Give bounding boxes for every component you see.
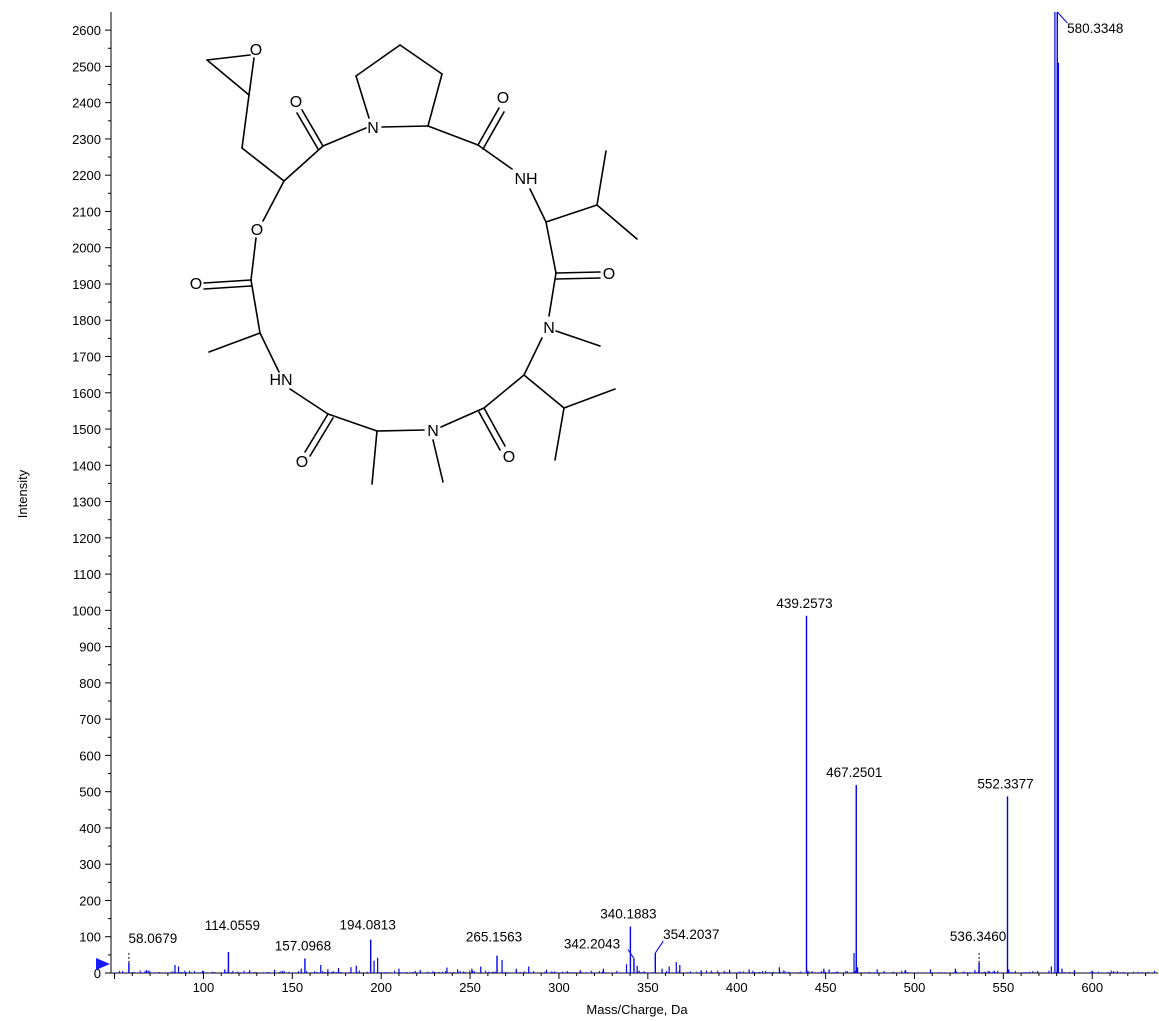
x-tick-label: 300 [548,980,570,995]
y-tick-label: 1700 [72,350,101,365]
atom-label: O [503,449,515,466]
x-tick-label: 400 [726,980,748,995]
labeled-peaks: 58.0679 114.0559 157.0968 194.0813 265.1563 3… [128,11,1123,973]
y-tick-label: 700 [79,712,101,727]
y-tick-label: 2300 [72,132,101,147]
atom-label: O [603,266,615,283]
atom-label: O [290,94,302,111]
x-axis-ticks: 100 150 200 250 300 350 400 450 500 550 600 [114,973,1147,995]
y-tick-label: 900 [79,640,101,655]
atom-label: O [190,276,202,293]
y-tick-label: 500 [79,785,101,800]
label-leader [627,949,635,959]
y-tick-label: 1800 [72,313,101,328]
peak-label: 265.1563 [466,930,522,945]
y-axis-ticks: 0 100 200 300 400 500 600 700 800 900 1000 1100 1200… [72,23,111,981]
x-tick-label: 100 [193,980,215,995]
y-tick-label: 2400 [72,96,101,111]
y-tick-label: 2000 [72,241,101,256]
atom-label: N [367,120,379,137]
x-tick-label: 500 [904,980,926,995]
atom-label: O [250,42,262,59]
y-tick-label: 1500 [72,422,101,437]
structure-atom-labels: O O N O NH O O O N HN N O O [190,42,615,471]
y-tick-label: 1300 [72,495,101,510]
x-tick-label: 600 [1081,980,1103,995]
x-axis-title: Mass/Charge, Da [586,1002,688,1017]
x-tick-label: 450 [815,980,837,995]
y-tick-label: 2500 [72,59,101,74]
peak-label: 157.0968 [275,938,331,953]
y-tick-label: 200 [79,893,101,908]
y-tick-label: 0 [94,966,101,981]
x-tick-label: 550 [992,980,1014,995]
x-tick-label: 150 [281,980,303,995]
atom-label: O [296,454,308,471]
y-tick-label: 100 [79,930,101,945]
y-tick-label: 1600 [72,386,101,401]
atom-label: O [251,222,263,239]
peak-label: 536.3460 [950,929,1006,944]
chart-axes [110,12,1158,974]
atom-label: HN [269,372,292,389]
peak-label: 342.2043 [564,936,620,951]
y-tick-label: 400 [79,821,101,836]
y-tick-label: 2200 [72,168,101,183]
noise-peaks [114,970,1155,973]
peak-label: 194.0813 [340,918,396,933]
atom-label: N [427,423,439,440]
peak-label: 114.0559 [205,918,260,933]
atom-label: O [497,90,509,107]
y-tick-label: 800 [79,676,101,691]
x-tick-label: 250 [459,980,481,995]
peak-label: 580.3348 [1067,21,1123,36]
arrow-right-icon [96,958,110,970]
y-tick-label: 1900 [72,277,101,292]
x-tick-label: 200 [370,980,392,995]
y-axis-title: Intensity [15,469,30,518]
y-tick-label: 1200 [72,531,101,546]
x-tick-label: 350 [637,980,659,995]
baseline-noise [114,970,1155,973]
minor-peaks [145,12,1115,973]
y-tick-label: 1400 [72,458,101,473]
y-tick-label: 1100 [73,567,101,582]
y-tick-label: 2600 [72,23,101,38]
y-tick-label: 2100 [72,204,101,219]
peak-label: 58.0679 [128,931,177,946]
y-tick-label: 300 [79,857,101,872]
label-leader [654,940,664,954]
chemical-structure-inset [203,44,638,485]
peak-label: 552.3377 [977,776,1033,791]
peak-label: 467.2501 [826,765,882,780]
peak-label: 439.2573 [776,596,832,611]
peak-label: 340.1883 [600,907,656,922]
atom-label: N [543,320,555,337]
y-tick-label: 600 [79,748,101,763]
peak-label: 354.2037 [663,927,719,942]
atom-label: NH [514,171,537,188]
y-tick-label: 1000 [72,603,101,618]
label-leader [1056,11,1068,24]
